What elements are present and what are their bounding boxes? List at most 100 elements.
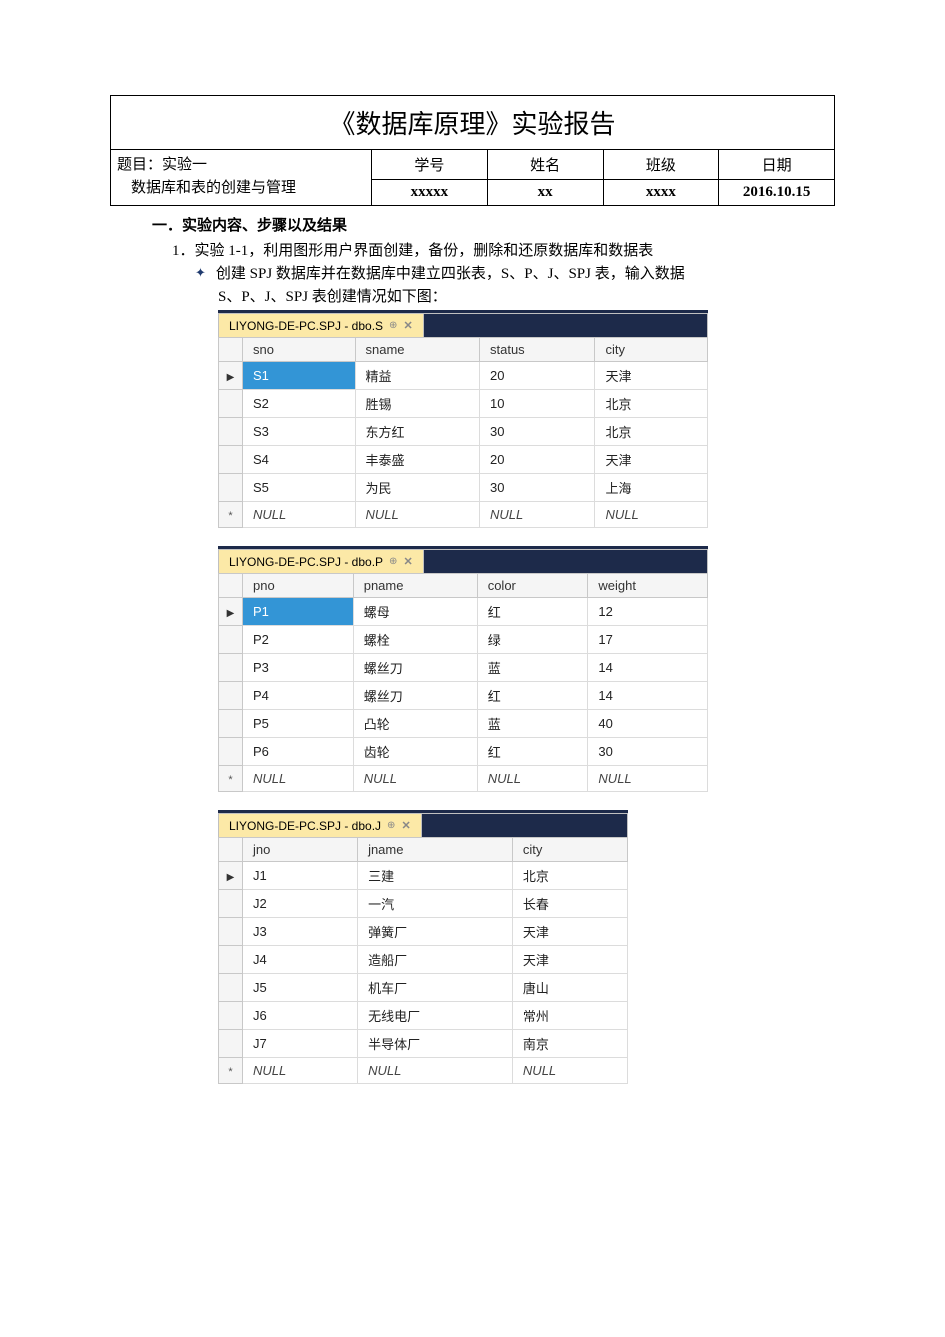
cell[interactable]: 胜锡 bbox=[355, 390, 479, 418]
cell[interactable]: 东方红 bbox=[355, 418, 479, 446]
cell[interactable]: 上海 bbox=[595, 474, 708, 502]
cell-null[interactable]: NULL bbox=[477, 766, 588, 792]
row-header[interactable] bbox=[219, 474, 243, 502]
datagrid-p[interactable]: pnopnamecolorweight▶P1螺母红12P2螺栓绿17P3螺丝刀蓝… bbox=[218, 573, 708, 792]
cell[interactable]: 为民 bbox=[355, 474, 479, 502]
row-header[interactable]: * bbox=[219, 502, 243, 528]
column-header[interactable]: pno bbox=[243, 574, 354, 598]
column-header[interactable]: city bbox=[512, 838, 627, 862]
datagrid-s[interactable]: snosnamestatuscity▶S1精益20天津S2胜锡10北京S3东方红… bbox=[218, 337, 708, 528]
cell[interactable]: 天津 bbox=[595, 446, 708, 474]
cell[interactable]: 10 bbox=[479, 390, 594, 418]
cell[interactable]: 14 bbox=[588, 682, 708, 710]
cell[interactable]: 12 bbox=[588, 598, 708, 626]
cell-null[interactable]: NULL bbox=[595, 502, 708, 528]
column-header[interactable]: city bbox=[595, 338, 708, 362]
cell-null[interactable]: NULL bbox=[353, 766, 477, 792]
cell-null[interactable]: NULL bbox=[243, 502, 356, 528]
cell[interactable]: S1 bbox=[243, 362, 356, 390]
column-header[interactable]: status bbox=[479, 338, 594, 362]
row-header[interactable] bbox=[219, 626, 243, 654]
cell[interactable]: 无线电厂 bbox=[358, 1002, 513, 1030]
cell[interactable]: 40 bbox=[588, 710, 708, 738]
cell[interactable]: 螺丝刀 bbox=[353, 654, 477, 682]
cell[interactable]: J5 bbox=[243, 974, 358, 1002]
cell[interactable]: 一汽 bbox=[358, 890, 513, 918]
pin-icon[interactable]: ⊕ bbox=[387, 820, 395, 831]
cell[interactable]: 30 bbox=[588, 738, 708, 766]
row-header[interactable] bbox=[219, 710, 243, 738]
cell[interactable]: 机车厂 bbox=[358, 974, 513, 1002]
cell[interactable]: 半导体厂 bbox=[358, 1030, 513, 1058]
cell[interactable]: J2 bbox=[243, 890, 358, 918]
close-icon[interactable]: ✕ bbox=[401, 819, 410, 832]
column-header[interactable]: jname bbox=[358, 838, 513, 862]
cell[interactable]: 南京 bbox=[512, 1030, 627, 1058]
column-header[interactable]: weight bbox=[588, 574, 708, 598]
row-header[interactable] bbox=[219, 890, 243, 918]
cell[interactable]: 凸轮 bbox=[353, 710, 477, 738]
cell-null[interactable]: NULL bbox=[243, 1058, 358, 1084]
cell-null[interactable]: NULL bbox=[512, 1058, 627, 1084]
cell[interactable]: 天津 bbox=[512, 946, 627, 974]
cell[interactable]: P4 bbox=[243, 682, 354, 710]
column-header[interactable]: sname bbox=[355, 338, 479, 362]
cell[interactable]: 30 bbox=[479, 474, 594, 502]
cell-null[interactable]: NULL bbox=[479, 502, 594, 528]
cell[interactable]: 弹簧厂 bbox=[358, 918, 513, 946]
cell[interactable]: 14 bbox=[588, 654, 708, 682]
cell[interactable]: J4 bbox=[243, 946, 358, 974]
row-header[interactable]: ▶ bbox=[219, 362, 243, 390]
datagrid-j[interactable]: jnojnamecity▶J1三建北京J2一汽长春J3弹簧厂天津J4造船厂天津J… bbox=[218, 837, 628, 1084]
cell[interactable]: J3 bbox=[243, 918, 358, 946]
tab-active-p[interactable]: LIYONG-DE-PC.SPJ - dbo.P ⊕ ✕ bbox=[219, 550, 424, 573]
row-header[interactable] bbox=[219, 974, 243, 1002]
cell[interactable]: P5 bbox=[243, 710, 354, 738]
cell[interactable]: J1 bbox=[243, 862, 358, 890]
cell[interactable]: 丰泰盛 bbox=[355, 446, 479, 474]
cell[interactable]: 齿轮 bbox=[353, 738, 477, 766]
cell[interactable]: 唐山 bbox=[512, 974, 627, 1002]
cell[interactable]: 17 bbox=[588, 626, 708, 654]
cell[interactable]: J7 bbox=[243, 1030, 358, 1058]
pin-icon[interactable]: ⊕ bbox=[389, 320, 397, 331]
row-header[interactable]: * bbox=[219, 1058, 243, 1084]
column-header[interactable]: sno bbox=[243, 338, 356, 362]
column-header[interactable]: pname bbox=[353, 574, 477, 598]
cell[interactable]: P3 bbox=[243, 654, 354, 682]
cell[interactable]: 天津 bbox=[512, 918, 627, 946]
column-header[interactable]: color bbox=[477, 574, 588, 598]
row-header[interactable] bbox=[219, 918, 243, 946]
cell[interactable]: 精益 bbox=[355, 362, 479, 390]
row-header[interactable] bbox=[219, 654, 243, 682]
row-header[interactable] bbox=[219, 418, 243, 446]
row-header[interactable]: ▶ bbox=[219, 598, 243, 626]
cell[interactable]: 天津 bbox=[595, 362, 708, 390]
cell[interactable]: 螺丝刀 bbox=[353, 682, 477, 710]
cell[interactable]: 北京 bbox=[595, 418, 708, 446]
cell[interactable]: S5 bbox=[243, 474, 356, 502]
pin-icon[interactable]: ⊕ bbox=[389, 556, 397, 567]
cell[interactable]: 常州 bbox=[512, 1002, 627, 1030]
cell[interactable]: 北京 bbox=[595, 390, 708, 418]
row-header[interactable] bbox=[219, 1002, 243, 1030]
cell[interactable]: 30 bbox=[479, 418, 594, 446]
cell[interactable]: 20 bbox=[479, 362, 594, 390]
cell[interactable]: 造船厂 bbox=[358, 946, 513, 974]
row-header[interactable]: * bbox=[219, 766, 243, 792]
cell[interactable]: 绿 bbox=[477, 626, 588, 654]
row-header[interactable] bbox=[219, 682, 243, 710]
cell-null[interactable]: NULL bbox=[358, 1058, 513, 1084]
close-icon[interactable]: ✕ bbox=[403, 555, 412, 568]
cell-null[interactable]: NULL bbox=[355, 502, 479, 528]
column-header[interactable]: jno bbox=[243, 838, 358, 862]
cell[interactable]: 红 bbox=[477, 682, 588, 710]
row-header[interactable] bbox=[219, 946, 243, 974]
cell[interactable]: 北京 bbox=[512, 862, 627, 890]
cell[interactable]: 20 bbox=[479, 446, 594, 474]
cell[interactable]: S4 bbox=[243, 446, 356, 474]
cell-null[interactable]: NULL bbox=[588, 766, 708, 792]
cell[interactable]: 蓝 bbox=[477, 710, 588, 738]
tab-active-j[interactable]: LIYONG-DE-PC.SPJ - dbo.J ⊕ ✕ bbox=[219, 814, 422, 837]
close-icon[interactable]: ✕ bbox=[403, 319, 412, 332]
